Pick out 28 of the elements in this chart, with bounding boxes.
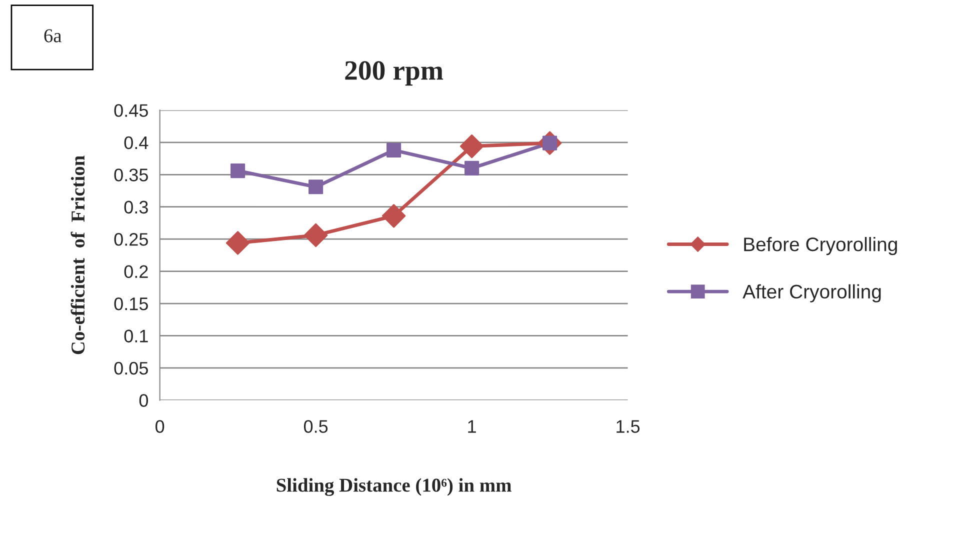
text: 6a (44, 29, 62, 42)
point (382, 204, 406, 228)
y-tick-label: 0.35 (114, 168, 148, 182)
point (304, 223, 328, 248)
y-tick-label: 0.25 (114, 233, 148, 246)
point (308, 180, 324, 194)
y-tick-label: 0.1 (124, 330, 148, 342)
point (230, 164, 246, 178)
y-tick-label: 0.05 (114, 362, 148, 375)
point (460, 134, 484, 158)
y-axis-title: Co-efficient of Friction (70, 156, 85, 354)
x-axis-title: Sliding Distance (10⁶) in mm (276, 478, 512, 496)
x-tick-label: 1 (468, 420, 476, 433)
y-tick-label: 0.4 (124, 136, 148, 150)
y-tick-label: 0.45 (114, 104, 148, 117)
legend-label: After Cryorolling (742, 284, 881, 302)
y-tick-label: 0 (139, 394, 148, 407)
x-tick-label: 0.5 (304, 420, 328, 433)
x-tick-label: 1.5 (616, 420, 640, 433)
x-tick-label: 0 (156, 420, 164, 433)
point (464, 160, 480, 176)
chart-title: 200 rpm (345, 61, 444, 86)
point (226, 231, 250, 255)
y-tick-label: 0.15 (114, 297, 148, 310)
point (386, 142, 402, 158)
y-tick-label: 0.3 (124, 200, 148, 214)
y-tick-label: 0.2 (124, 265, 148, 278)
legend-label: Before Cryorolling (744, 236, 897, 256)
